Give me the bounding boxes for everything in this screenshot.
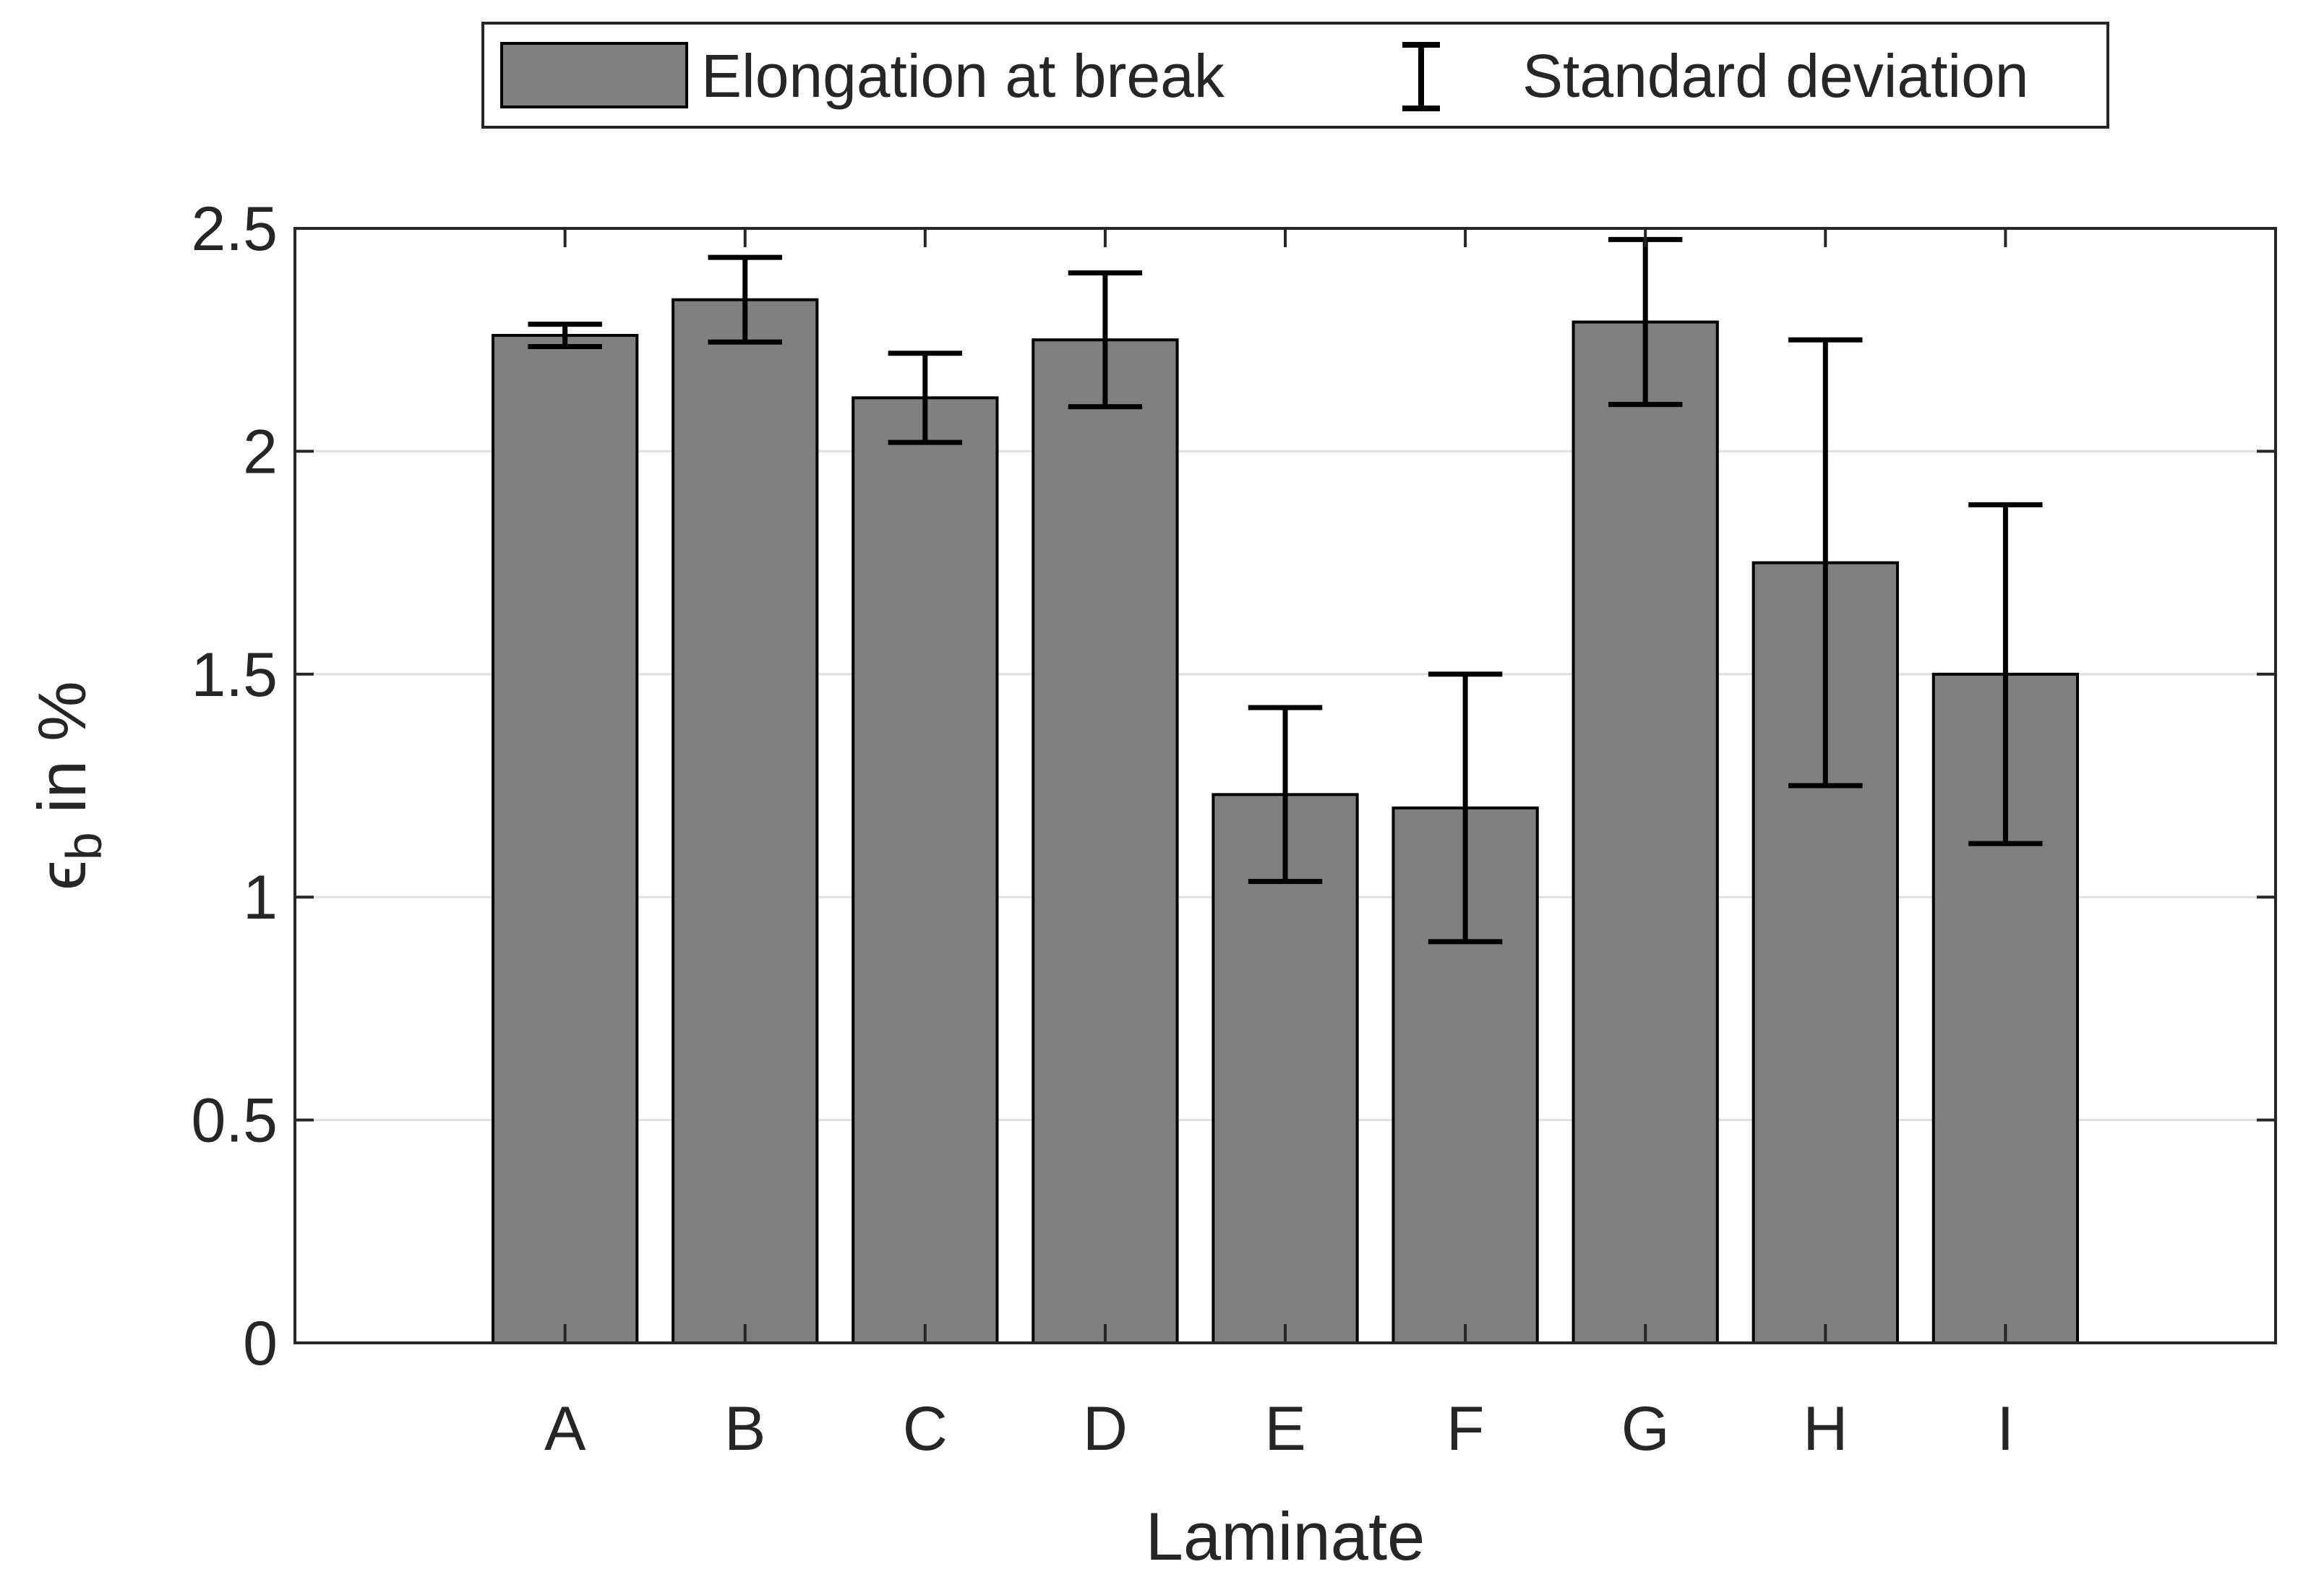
legend-errorbar-icon xyxy=(1402,42,1440,111)
y-axis-title-main: ϵ xyxy=(24,860,100,890)
y-axis-title-sub: b xyxy=(56,832,112,860)
ticks xyxy=(295,227,2276,1344)
bar-D xyxy=(1032,338,1179,1345)
xtick-label-C: C xyxy=(903,1394,948,1464)
legend-label-elongation: Elongation at break xyxy=(701,42,1225,110)
ytick-label-0: 0 xyxy=(243,1309,278,1378)
xtick-label-B: B xyxy=(724,1394,766,1464)
error-bars xyxy=(528,236,2043,945)
bar-E xyxy=(1212,793,1359,1345)
y-axis-title: ϵb in % xyxy=(24,681,112,890)
ytick-label-2: 1 xyxy=(243,863,278,932)
x-tick-labels: A B C D E F G H I xyxy=(544,1394,2014,1464)
y-axis-title-rest: in % xyxy=(24,681,100,832)
legend-box xyxy=(481,22,2109,129)
bar-F xyxy=(1392,806,1539,1344)
y-tick-labels: 0 0.5 1 1.5 2 2.5 xyxy=(191,194,278,1378)
xtick-label-E: E xyxy=(1264,1394,1305,1464)
xtick-label-A: A xyxy=(544,1394,586,1464)
xtick-label-F: F xyxy=(1446,1394,1485,1464)
legend: Elongation at break Standard deviation xyxy=(481,22,2109,129)
x-axis-title: Laminate xyxy=(1146,1498,1425,1574)
bars xyxy=(492,298,2080,1345)
ytick-label-5: 2.5 xyxy=(191,194,278,264)
legend-label-std: Standard deviation xyxy=(1522,42,2029,110)
xtick-label-D: D xyxy=(1083,1394,1128,1464)
xtick-label-H: H xyxy=(1803,1394,1848,1464)
legend-swatch-elongation xyxy=(500,42,688,108)
bar-C xyxy=(852,396,999,1344)
ytick-label-3: 1.5 xyxy=(191,640,278,710)
ytick-label-4: 2 xyxy=(243,417,278,486)
bar-B xyxy=(672,298,819,1344)
ytick-label-1: 0.5 xyxy=(191,1086,278,1156)
bar-A xyxy=(492,334,639,1345)
xtick-label-I: I xyxy=(1997,1394,2014,1464)
bar-G xyxy=(1572,320,1719,1345)
xtick-label-G: G xyxy=(1621,1394,1670,1464)
